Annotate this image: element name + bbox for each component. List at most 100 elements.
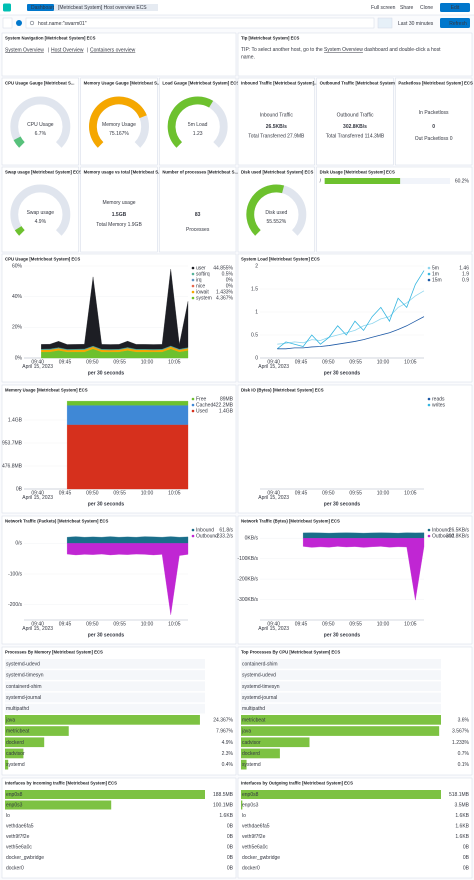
legend-label[interactable]: Used bbox=[196, 408, 208, 414]
panel-title: Network Traffic (Bytes) [Metricbeat Syst… bbox=[241, 519, 340, 524]
y-tick-label: 0 bbox=[255, 355, 258, 361]
legend-label[interactable]: Outbound bbox=[196, 533, 218, 539]
legend-label[interactable]: Inbound bbox=[196, 527, 214, 533]
add-filter[interactable] bbox=[16, 20, 22, 26]
legend-swatch bbox=[191, 266, 195, 270]
row-bg bbox=[241, 692, 441, 703]
bar-value: 1.6KB bbox=[455, 813, 469, 819]
action[interactable]: Share bbox=[400, 5, 414, 11]
row-bg bbox=[241, 670, 441, 680]
x-tick-label: 09:40 bbox=[31, 490, 44, 496]
bar-value: 1.233% bbox=[452, 740, 470, 746]
legend-label[interactable]: system bbox=[196, 295, 212, 301]
legend-value: 0.5% bbox=[222, 271, 234, 277]
legend-label[interactable]: softirq bbox=[196, 271, 210, 277]
y-tick-label: -200/s bbox=[8, 602, 22, 608]
bar-value: 0B bbox=[227, 855, 234, 861]
panel-title: Disk Usage [Metricbeat System] ECS bbox=[320, 170, 395, 175]
logo[interactable] bbox=[3, 3, 11, 12]
panel-title: System Load [Metricbeat System] ECS bbox=[241, 257, 320, 262]
legend-swatch bbox=[191, 272, 195, 276]
bar-name: metricbeat bbox=[6, 729, 30, 735]
date-button[interactable] bbox=[377, 17, 393, 29]
bar-name: multipathd bbox=[242, 706, 265, 712]
gauge-label: 5m Load bbox=[188, 122, 208, 128]
nav-link[interactable]: Containers overview bbox=[90, 47, 136, 53]
legend-label[interactable]: iowait bbox=[196, 289, 209, 295]
x-tick-label: 10:05 bbox=[404, 490, 417, 496]
legend-label[interactable]: 15m bbox=[432, 277, 442, 283]
panel-title: Memory Usage [Metricbeat System] ECS bbox=[5, 388, 88, 393]
bar-value: 0.7% bbox=[458, 751, 470, 757]
bar bbox=[241, 726, 440, 736]
gauge-label: CPU Usage bbox=[27, 122, 54, 128]
separator: | bbox=[87, 47, 88, 53]
legend-label[interactable]: reads bbox=[432, 396, 445, 402]
query[interactable]: host.name:"swarm01" bbox=[38, 21, 87, 27]
bar-name: veth9f7f2e bbox=[6, 834, 30, 840]
legend-label[interactable]: Free bbox=[196, 396, 207, 402]
bar-name: lo bbox=[6, 813, 10, 819]
bar-name: vethdae6fa5 bbox=[242, 824, 270, 830]
edit-button[interactable] bbox=[440, 3, 470, 12]
x-axis-label: per 30 seconds bbox=[324, 370, 361, 376]
bar-name: veth9f7f2e bbox=[242, 834, 266, 840]
legend-swatch bbox=[427, 266, 431, 270]
legend-value: 44.855% bbox=[213, 265, 233, 271]
metric-sub: Out Packetloss 0 bbox=[415, 136, 453, 142]
x-axis-label: per 30 seconds bbox=[88, 370, 125, 376]
legend-label[interactable]: Cached bbox=[196, 402, 213, 408]
breadcrumb[interactable]: [Metricbeat System] Host overview ECS bbox=[58, 5, 147, 11]
menu-button[interactable] bbox=[2, 17, 13, 29]
legend-label[interactable]: nice bbox=[196, 283, 205, 289]
tip-link[interactable]: System Overview bbox=[324, 47, 363, 53]
x-tick-label: 09:55 bbox=[349, 621, 362, 627]
x-tick-label: 10:00 bbox=[377, 621, 390, 627]
legend-label[interactable]: user bbox=[196, 265, 206, 271]
legend-label[interactable]: irq bbox=[196, 277, 202, 283]
x-tick-label: 09:40 bbox=[267, 621, 280, 627]
legend-value: 0.9 bbox=[462, 277, 469, 283]
panel-title: Swap usage [Metricbeat System] ECS bbox=[5, 170, 82, 175]
metric-sub: Processes bbox=[186, 227, 210, 233]
bar bbox=[5, 759, 9, 770]
breadcrumb[interactable]: Dashboard bbox=[31, 5, 56, 11]
x-axis-label: per 30 seconds bbox=[88, 501, 125, 507]
legend-swatch bbox=[191, 397, 195, 401]
action[interactable]: Edit bbox=[451, 5, 460, 11]
gauge-value: 1.23 bbox=[193, 131, 203, 137]
panel-title: Tip [Metricbeat System] ECS bbox=[241, 36, 300, 41]
breadcrumb-bg bbox=[54, 4, 158, 11]
bar-name: systemd-udevd bbox=[242, 673, 276, 679]
bar-label: / bbox=[320, 178, 322, 184]
gauge-label: Swap usage bbox=[27, 210, 55, 216]
legend-swatch bbox=[191, 284, 195, 288]
nav-link[interactable]: Host Overview bbox=[51, 47, 84, 53]
area bbox=[67, 400, 189, 406]
panel-title: CPU Usage Gauge [Metricbeat S... bbox=[5, 81, 75, 86]
metric-value: 302.8KB/s bbox=[343, 124, 367, 130]
refresh[interactable]: Refresh bbox=[449, 21, 467, 27]
legend-label[interactable]: writes bbox=[432, 402, 446, 408]
x-axis-label: per 30 seconds bbox=[324, 501, 361, 507]
x-tick-label: 09:50 bbox=[86, 490, 99, 496]
nav-link[interactable]: System Overview bbox=[5, 47, 44, 53]
time-range[interactable]: Last 30 minutes bbox=[398, 21, 434, 27]
panel bbox=[316, 77, 394, 166]
action[interactable]: Full screen bbox=[371, 5, 396, 11]
legend-swatch bbox=[427, 403, 431, 407]
metric-value: 26.5KB/s bbox=[266, 124, 287, 130]
legend-value: -302.8KB/s bbox=[444, 533, 469, 539]
panel-title: Top Processes By CPU [Metricbeat System]… bbox=[241, 650, 340, 655]
x-tick-label: 10:05 bbox=[168, 359, 181, 365]
action[interactable]: Clone bbox=[420, 5, 433, 11]
x-tick-label: 09:40 bbox=[31, 359, 44, 365]
y-tick-label: -100/s bbox=[8, 571, 22, 577]
legend-label[interactable]: Inbound bbox=[432, 527, 450, 533]
refresh-button[interactable] bbox=[440, 18, 470, 28]
legend-label[interactable]: 1m bbox=[432, 271, 439, 277]
bar-value: 24.367% bbox=[213, 717, 233, 723]
legend-label[interactable]: Outbound bbox=[432, 533, 454, 539]
legend-label[interactable]: 5m bbox=[432, 265, 439, 271]
query-bar[interactable] bbox=[25, 17, 375, 29]
